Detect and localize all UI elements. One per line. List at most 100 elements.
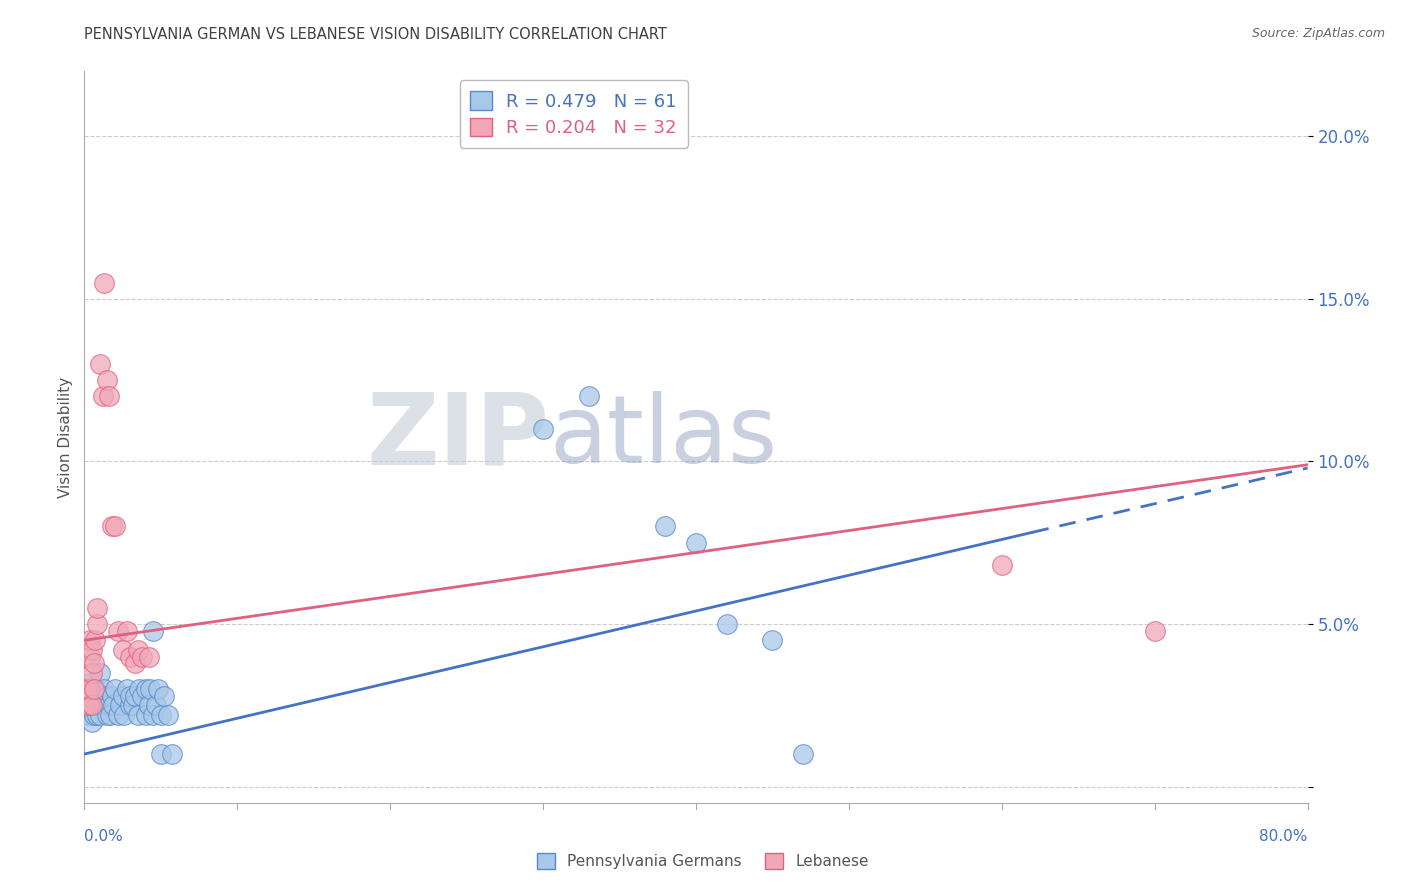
- Point: [80, 698, 103, 713]
- Point: [96, 689, 118, 703]
- Point: [120, 698, 142, 713]
- Point: [76, 681, 98, 696]
- Y-axis label: Vision Disability: Vision Disability: [58, 376, 73, 498]
- Point: [86, 617, 108, 632]
- Point: [654, 519, 676, 533]
- Point: [80, 665, 103, 680]
- Point: [157, 708, 180, 723]
- Point: [98, 708, 121, 723]
- Point: [76, 681, 98, 696]
- Point: [792, 747, 814, 761]
- Point: [120, 689, 142, 703]
- Point: [120, 649, 142, 664]
- Point: [87, 698, 110, 713]
- Point: [89, 665, 111, 680]
- Point: [84, 633, 107, 648]
- Point: [115, 624, 138, 638]
- Point: [108, 698, 131, 713]
- Text: ZIP: ZIP: [367, 389, 550, 485]
- Point: [145, 698, 167, 713]
- Point: [128, 681, 150, 696]
- Point: [127, 643, 149, 657]
- Point: [77, 689, 100, 703]
- Point: [83, 656, 105, 670]
- Point: [160, 747, 183, 761]
- Point: [80, 714, 103, 729]
- Point: [122, 698, 145, 713]
- Legend: Pennsylvania Germans, Lebanese: Pennsylvania Germans, Lebanese: [531, 847, 875, 875]
- Point: [104, 519, 127, 533]
- Point: [76, 689, 98, 703]
- Point: [761, 633, 783, 648]
- Point: [91, 698, 114, 713]
- Point: [79, 695, 101, 709]
- Text: PENNSYLVANIA GERMAN VS LEBANESE VISION DISABILITY CORRELATION CHART: PENNSYLVANIA GERMAN VS LEBANESE VISION D…: [84, 27, 668, 42]
- Point: [1143, 624, 1166, 638]
- Point: [107, 624, 129, 638]
- Point: [111, 689, 134, 703]
- Point: [80, 681, 103, 696]
- Point: [115, 681, 138, 696]
- Point: [142, 624, 165, 638]
- Point: [685, 535, 707, 549]
- Point: [77, 698, 100, 713]
- Point: [79, 675, 101, 690]
- Point: [96, 708, 118, 723]
- Point: [716, 617, 738, 632]
- Point: [135, 681, 157, 696]
- Point: [96, 373, 118, 387]
- Point: [89, 357, 111, 371]
- Point: [83, 689, 105, 703]
- Point: [84, 681, 107, 696]
- Point: [142, 708, 165, 723]
- Point: [91, 389, 114, 403]
- Point: [124, 656, 146, 670]
- Point: [991, 558, 1014, 573]
- Legend: R = 0.479   N = 61, R = 0.204   N = 32: R = 0.479 N = 61, R = 0.204 N = 32: [460, 80, 688, 148]
- Point: [135, 708, 157, 723]
- Point: [111, 643, 134, 657]
- Point: [97, 389, 120, 403]
- Text: Source: ZipAtlas.com: Source: ZipAtlas.com: [1251, 27, 1385, 40]
- Point: [75, 698, 97, 713]
- Point: [104, 681, 127, 696]
- Point: [101, 519, 124, 533]
- Text: 0.0%: 0.0%: [84, 829, 124, 844]
- Point: [75, 689, 97, 703]
- Point: [79, 649, 101, 664]
- Point: [86, 600, 108, 615]
- Point: [86, 708, 108, 723]
- Point: [131, 689, 153, 703]
- Point: [131, 649, 153, 664]
- Point: [80, 643, 103, 657]
- Point: [146, 681, 169, 696]
- Point: [93, 276, 115, 290]
- Point: [112, 708, 135, 723]
- Point: [76, 698, 98, 713]
- Point: [103, 698, 125, 713]
- Point: [578, 389, 600, 403]
- Point: [139, 681, 162, 696]
- Point: [84, 698, 107, 713]
- Point: [107, 708, 129, 723]
- Point: [83, 708, 105, 723]
- Point: [86, 689, 108, 703]
- Point: [80, 698, 103, 713]
- Point: [83, 681, 105, 696]
- Point: [531, 422, 554, 436]
- Point: [127, 708, 149, 723]
- Point: [77, 681, 100, 696]
- Point: [89, 689, 111, 703]
- Point: [89, 708, 111, 723]
- Point: [138, 649, 160, 664]
- Point: [149, 747, 172, 761]
- Point: [79, 633, 101, 648]
- Text: atlas: atlas: [550, 391, 778, 483]
- Point: [77, 708, 100, 723]
- Point: [97, 698, 120, 713]
- Point: [124, 689, 146, 703]
- Point: [93, 681, 115, 696]
- Point: [101, 689, 124, 703]
- Point: [138, 698, 160, 713]
- Text: 80.0%: 80.0%: [1260, 829, 1308, 844]
